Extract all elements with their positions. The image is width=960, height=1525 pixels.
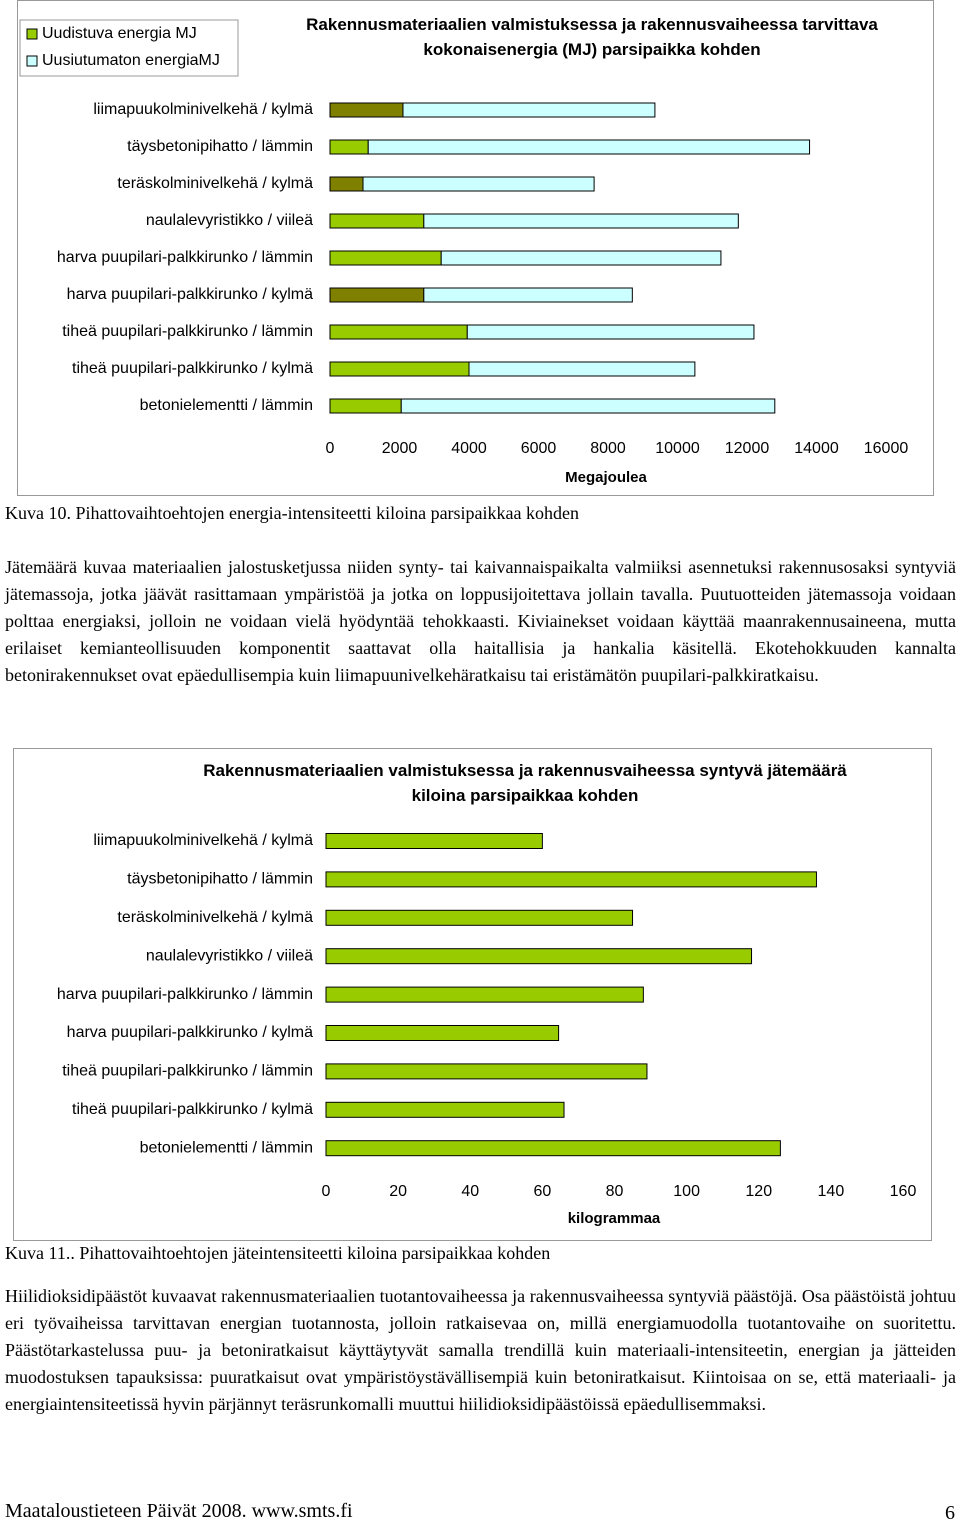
legend-swatch bbox=[26, 28, 38, 40]
y-tick-label: liimapuukolminivelkehä / kylmä bbox=[93, 101, 313, 118]
paragraph: Hiilidioksidipäästöt kuvaavat rakennusma… bbox=[5, 1286, 956, 1414]
bar-segment bbox=[329, 102, 404, 118]
y-tick-label: tiheä puupilari-palkkirunko / lämmin bbox=[62, 1063, 313, 1080]
x-tick-label: 10000 bbox=[655, 440, 700, 457]
legend-label: Uusiutumaton energiaMJ bbox=[42, 52, 220, 69]
y-tick-label: teräskolminivelkehä / kylmä bbox=[117, 175, 313, 192]
bar-segment bbox=[329, 361, 470, 377]
y-tick-label: betonielementti / lämmin bbox=[140, 1139, 313, 1156]
bar-segment bbox=[329, 250, 442, 266]
bar-segment bbox=[329, 213, 425, 229]
bar-segment bbox=[423, 287, 633, 303]
bar-segment bbox=[367, 139, 811, 155]
legend-frame bbox=[19, 19, 239, 77]
x-tick-label: 0 bbox=[322, 1183, 331, 1200]
bar-segment bbox=[329, 176, 364, 192]
bar bbox=[325, 1101, 565, 1118]
y-tick-label: liimapuukolminivelkehä / kylmä bbox=[93, 832, 313, 849]
x-tick-label: 100 bbox=[673, 1183, 700, 1200]
x-tick-label: 16000 bbox=[864, 440, 909, 457]
bar bbox=[325, 1025, 560, 1041]
page-number: 6 bbox=[945, 1502, 955, 1524]
bar-segment bbox=[468, 361, 696, 377]
bar bbox=[325, 1063, 648, 1080]
bar-segment bbox=[329, 287, 425, 303]
bar bbox=[325, 1140, 781, 1157]
caption: Kuva 11.. Pihattovaihtoehtojen jäteinten… bbox=[5, 1243, 551, 1263]
bar bbox=[325, 948, 753, 965]
caption: Kuva 10. Pihattovaihtoehtojen energia-in… bbox=[5, 503, 580, 523]
y-tick-label: harva puupilari-palkkirunko / kylmä bbox=[67, 286, 313, 303]
bar-segment bbox=[466, 324, 755, 340]
bar bbox=[325, 909, 634, 926]
y-tick-label: naulalevyristikko / viileä bbox=[146, 947, 313, 964]
footer-source: Maataloustieteen Päivät 2008. www.smts.f… bbox=[5, 1500, 353, 1522]
bar bbox=[325, 833, 543, 849]
x-tick-label: 20 bbox=[389, 1183, 407, 1200]
legend-label: Uudistuva energia MJ bbox=[42, 25, 197, 42]
bar-segment bbox=[329, 398, 402, 414]
bar-segment bbox=[423, 213, 739, 229]
y-tick-label: täysbetonipihatto / lämmin bbox=[127, 138, 313, 155]
x-tick-label: 12000 bbox=[725, 440, 770, 457]
y-tick-label: tiheä puupilari-palkkirunko / kylmä bbox=[72, 360, 313, 377]
x-tick-label: 120 bbox=[745, 1183, 772, 1200]
bar-segment bbox=[400, 398, 776, 414]
chart-frame bbox=[13, 748, 932, 1241]
x-tick-label: 2000 bbox=[382, 440, 418, 457]
y-tick-label: harva puupilari-palkkirunko / lämmin bbox=[57, 986, 313, 1003]
y-tick-label: naulalevyristikko / viileä bbox=[146, 212, 313, 229]
y-tick-label: harva puupilari-palkkirunko / kylmä bbox=[67, 1024, 313, 1041]
x-tick-label: 40 bbox=[461, 1183, 479, 1200]
bar bbox=[325, 986, 644, 1003]
bar-segment bbox=[362, 176, 595, 192]
y-tick-label: täysbetonipihatto / lämmin bbox=[127, 871, 313, 888]
y-tick-label: tiheä puupilari-palkkirunko / lämmin bbox=[62, 323, 313, 340]
x-axis-title: kilogrammaa bbox=[568, 1210, 661, 1227]
y-tick-label: teräskolminivelkehä / kylmä bbox=[117, 909, 313, 926]
x-tick-label: 14000 bbox=[794, 440, 839, 457]
chart-title: Rakennusmateriaalien valmistuksessa ja r… bbox=[306, 15, 878, 59]
chart-frame bbox=[17, 0, 934, 496]
x-tick-label: 140 bbox=[818, 1183, 845, 1200]
y-tick-label: betonielementti / lämmin bbox=[140, 397, 313, 414]
bar-segment bbox=[329, 139, 369, 155]
bar-segment bbox=[440, 250, 722, 266]
x-tick-label: 0 bbox=[326, 440, 335, 457]
y-tick-label: tiheä puupilari-palkkirunko / kylmä bbox=[72, 1101, 313, 1118]
x-tick-label: 8000 bbox=[590, 440, 626, 457]
x-tick-label: 80 bbox=[606, 1183, 624, 1200]
x-tick-label: 160 bbox=[890, 1183, 917, 1200]
paragraph: Jätemäärä kuvaa materiaalien jalostusket… bbox=[5, 557, 956, 685]
x-tick-label: 4000 bbox=[451, 440, 487, 457]
legend-swatch bbox=[26, 55, 38, 67]
x-axis-title: Megajoulea bbox=[565, 469, 647, 486]
bar-segment bbox=[402, 102, 656, 118]
bar-segment bbox=[329, 324, 468, 340]
x-tick-label: 60 bbox=[533, 1183, 551, 1200]
x-tick-label: 6000 bbox=[521, 440, 557, 457]
chart-title: Rakennusmateriaalien valmistuksessa ja r… bbox=[203, 761, 847, 805]
y-tick-label: harva puupilari-palkkirunko / lämmin bbox=[57, 249, 313, 266]
bar bbox=[325, 871, 817, 888]
